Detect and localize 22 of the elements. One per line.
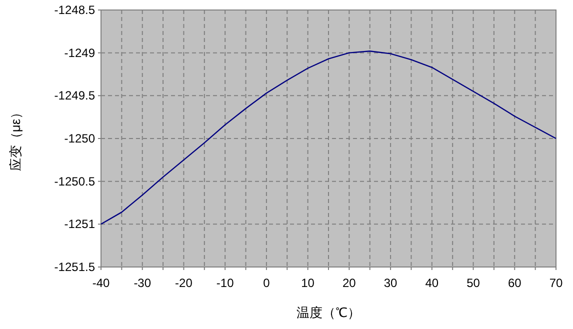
x-tick-label: 0 [263, 276, 270, 290]
y-tick-label: -1248.5 [54, 3, 96, 17]
y-tick-label: -1250 [64, 132, 96, 146]
y-tick-label: -1250.5 [54, 174, 96, 188]
y-tick-label: -1249 [64, 46, 96, 60]
y-axis-title: 应变（με） [8, 106, 23, 172]
x-tick-label: -30 [134, 276, 152, 290]
x-tick-label: 60 [508, 276, 522, 290]
x-tick-label: 70 [549, 276, 563, 290]
x-axis-title: 温度（℃） [296, 305, 360, 320]
line-series [100, 50, 557, 225]
x-tick-label: 50 [466, 276, 480, 290]
x-tick-label: 30 [384, 276, 398, 290]
x-tick-label: 20 [342, 276, 356, 290]
x-tick-label: -20 [175, 276, 193, 290]
x-tick-label: 10 [301, 276, 315, 290]
x-tick-label: -40 [92, 276, 110, 290]
y-tick-label: -1251 [64, 217, 96, 232]
y-tick-label: -1249.5 [54, 88, 96, 103]
x-tick-label: 40 [425, 276, 439, 290]
x-tick-label: -10 [216, 276, 234, 290]
y-tick-label: -1251.5 [54, 260, 96, 274]
